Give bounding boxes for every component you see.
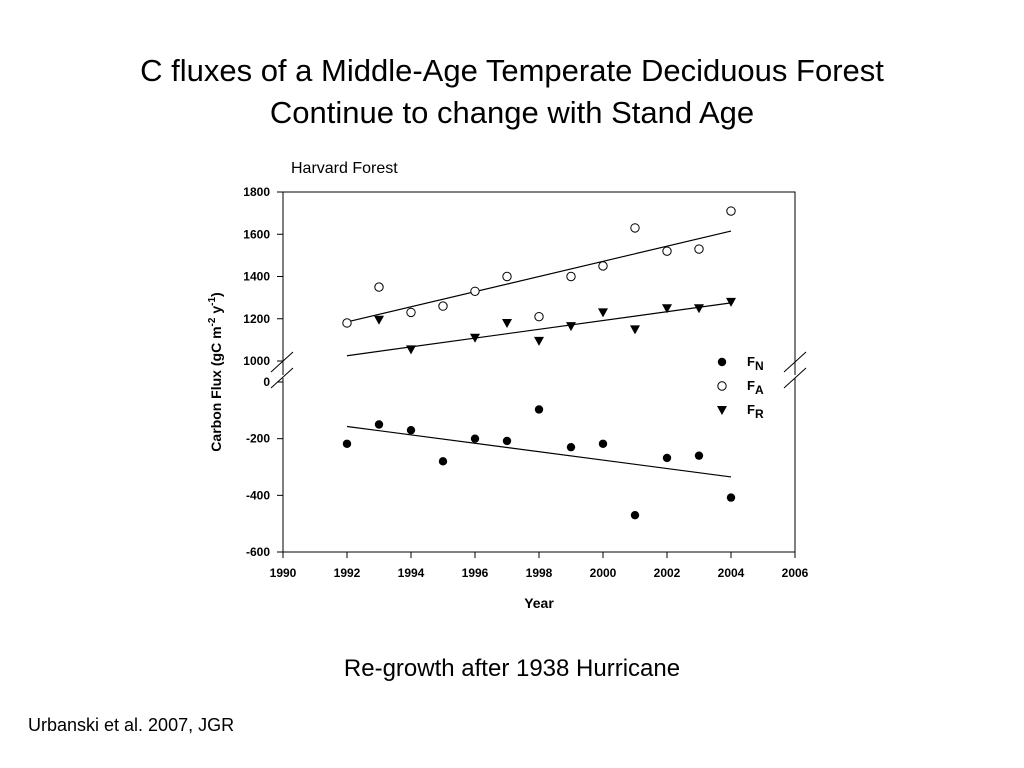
point-fa	[406, 307, 416, 318]
axis-break-left-2	[270, 367, 294, 389]
x-tick-label: 2002	[654, 566, 681, 580]
point-fa	[342, 318, 352, 328]
point-fr	[662, 304, 672, 314]
point-fr	[470, 333, 480, 343]
y-tick-label: 1800	[243, 185, 270, 199]
point-fn	[374, 420, 384, 429]
point-fr	[534, 336, 544, 346]
plot-frame	[270, 191, 807, 553]
axis-break-left-1	[270, 351, 294, 373]
point-fr	[598, 308, 608, 318]
point-fa	[534, 311, 544, 322]
y-axis-ticks-lower: -600 -400 -200 0	[246, 375, 283, 559]
point-fn	[694, 451, 704, 460]
x-tick-label: 2000	[590, 566, 617, 580]
y-tick-label: 1600	[243, 227, 270, 241]
plot-frame-lower	[282, 378, 796, 553]
point-fa	[726, 206, 736, 216]
legend-marker-fa	[717, 381, 727, 391]
point-fn	[630, 510, 640, 520]
point-fa	[438, 301, 448, 311]
y-tick-label: 1000	[243, 354, 270, 368]
x-axis-label: Year	[524, 595, 554, 611]
point-fa	[598, 261, 608, 271]
chart-title: Harvard Forest	[291, 160, 398, 177]
point-fa	[630, 223, 640, 233]
y-axis-ticks-upper: 1000 1200 1400 1600 1800	[243, 185, 283, 368]
y-tick-label: 1200	[243, 312, 270, 326]
legend-label-fr: FR	[747, 402, 764, 421]
slide-title-line-2: Continue to change with Stand Age	[269, 95, 755, 130]
x-axis-ticks: 1990 1992 1994 1996 1998 2000 2002 2004 2006	[270, 552, 809, 580]
point-fr	[374, 315, 384, 325]
point-fr	[726, 297, 736, 307]
point-fa	[374, 282, 384, 292]
legend-marker-fn	[717, 357, 727, 367]
point-fa	[566, 271, 576, 282]
trend-line-fn	[346, 425, 732, 478]
slide-caption: Re-growth after 1938 Hurricane	[343, 655, 681, 682]
x-tick-label: 1992	[334, 566, 361, 580]
x-tick-label: 1998	[526, 566, 553, 580]
point-fn	[598, 439, 608, 448]
point-fr	[630, 325, 640, 335]
point-fa	[662, 246, 672, 256]
data-points	[342, 206, 736, 520]
point-fn	[534, 405, 544, 414]
trend-line-fa	[346, 230, 732, 323]
trend-line-fr	[346, 302, 732, 357]
y-tick-label: 0	[263, 375, 270, 389]
citation: Urbanski et al. 2007, JGR	[28, 715, 235, 735]
y-axis-label-group: Carbon Flux (gC m-2 y-1)	[207, 292, 224, 451]
legend-marker-fr	[717, 406, 727, 415]
x-tick-label: 1996	[462, 566, 489, 580]
point-fr	[406, 345, 416, 355]
point-fa	[502, 271, 512, 282]
x-tick-label: 1994	[398, 566, 425, 580]
y-tick-label: -200	[246, 432, 270, 446]
legend-label-fn: FN	[747, 354, 764, 373]
point-fn	[406, 425, 416, 435]
y-axis-label: Carbon Flux (gC m-2 y-1)	[207, 292, 224, 451]
x-tick-label: 1990	[270, 566, 297, 580]
point-fn	[726, 493, 736, 502]
slide-title-line-1: C fluxes of a Middle-Age Temperate Decid…	[140, 53, 884, 88]
y-tick-label: -400	[246, 488, 270, 502]
legend: FN FA FR	[717, 354, 764, 421]
point-fn	[566, 442, 576, 452]
point-fa	[470, 286, 480, 296]
point-fn	[438, 457, 448, 466]
legend-label-fa: FA	[747, 378, 764, 397]
x-tick-label: 2006	[782, 566, 809, 580]
axis-break-right-2	[783, 367, 807, 389]
slide-title: C fluxes of a Middle-Age Temperate Decid…	[0, 50, 1024, 134]
point-fr	[566, 322, 576, 332]
point-fn	[342, 439, 352, 448]
point-fr	[694, 304, 704, 314]
plot-frame-upper-left	[282, 191, 796, 375]
y-tick-label: -600	[246, 545, 270, 559]
point-fr	[502, 318, 512, 328]
point-fn	[662, 453, 672, 463]
y-tick-label: 1400	[243, 270, 270, 284]
point-fn	[470, 434, 480, 443]
point-fa	[694, 244, 704, 254]
point-fn	[502, 436, 512, 446]
trend-lines	[346, 230, 732, 478]
x-tick-label: 2004	[718, 566, 745, 580]
axis-break-right-1	[783, 351, 807, 373]
